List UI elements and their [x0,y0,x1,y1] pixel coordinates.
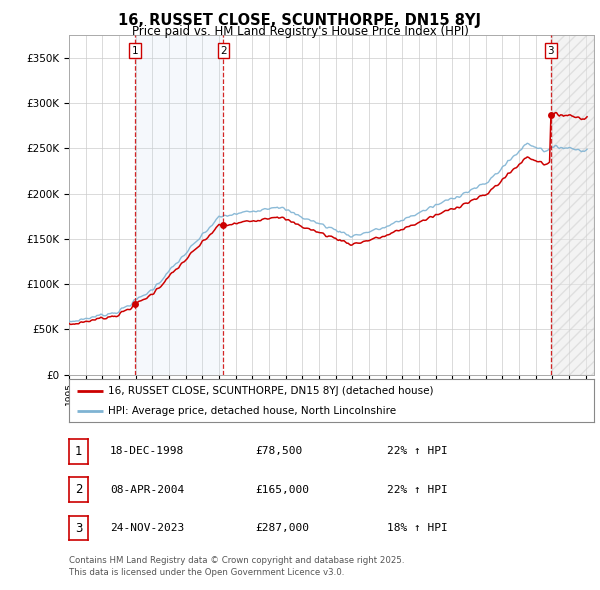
Text: 2: 2 [75,483,82,496]
Text: Price paid vs. HM Land Registry's House Price Index (HPI): Price paid vs. HM Land Registry's House … [131,25,469,38]
Text: 22% ↑ HPI: 22% ↑ HPI [387,485,448,494]
Text: 3: 3 [547,46,554,56]
Text: £165,000: £165,000 [255,485,309,494]
Text: 1: 1 [131,46,138,56]
Text: 16, RUSSET CLOSE, SCUNTHORPE, DN15 8YJ (detached house): 16, RUSSET CLOSE, SCUNTHORPE, DN15 8YJ (… [109,386,434,396]
Text: £78,500: £78,500 [255,447,302,456]
Bar [135,35,223,375]
Bar [551,35,594,375]
Text: 1: 1 [75,445,82,458]
Text: 18-DEC-1998: 18-DEC-1998 [110,447,184,456]
Text: 24-NOV-2023: 24-NOV-2023 [110,523,184,533]
Text: 16, RUSSET CLOSE, SCUNTHORPE, DN15 8YJ: 16, RUSSET CLOSE, SCUNTHORPE, DN15 8YJ [119,13,482,28]
Text: HPI: Average price, detached house, North Lincolnshire: HPI: Average price, detached house, Nort… [109,406,397,416]
Text: 18% ↑ HPI: 18% ↑ HPI [387,523,448,533]
Text: 08-APR-2004: 08-APR-2004 [110,485,184,494]
Text: 3: 3 [75,522,82,535]
Text: £287,000: £287,000 [255,523,309,533]
Text: 2: 2 [220,46,227,56]
Text: 22% ↑ HPI: 22% ↑ HPI [387,447,448,456]
Text: Contains HM Land Registry data © Crown copyright and database right 2025.: Contains HM Land Registry data © Crown c… [69,556,404,565]
Text: This data is licensed under the Open Government Licence v3.0.: This data is licensed under the Open Gov… [69,568,344,577]
